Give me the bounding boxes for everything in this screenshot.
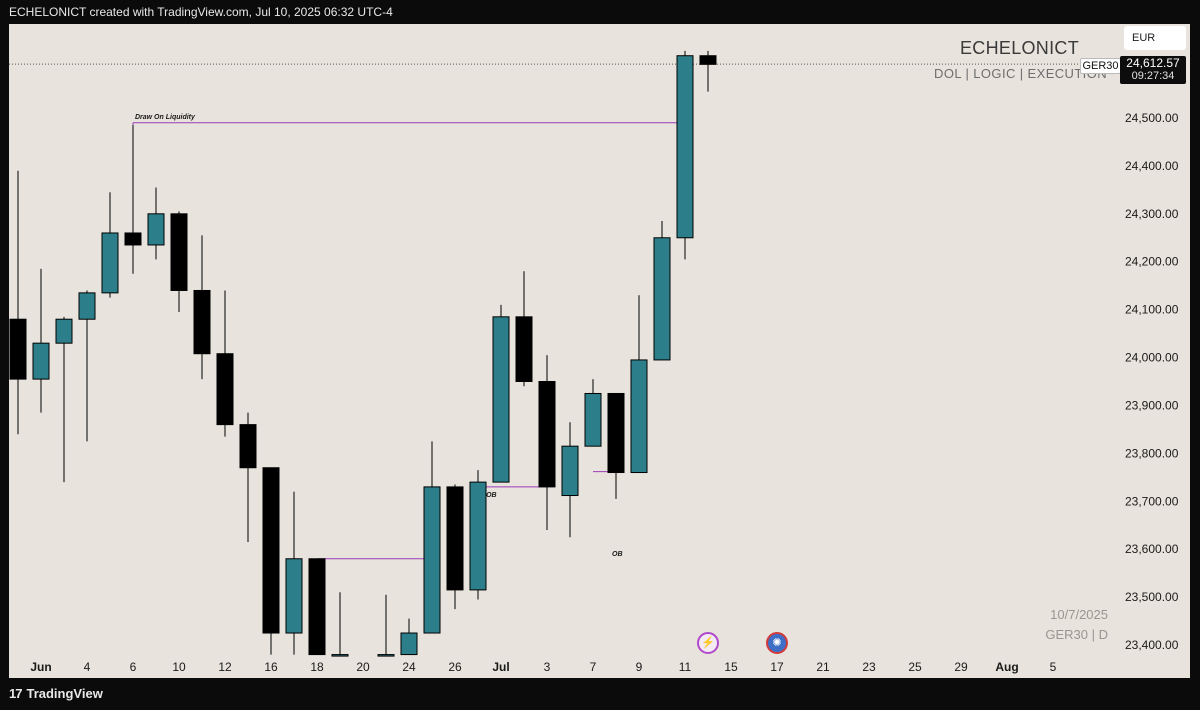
annotation-label: OB [612, 551, 623, 558]
y-tick-label: 23,400.00 [1125, 638, 1179, 652]
x-tick-label: 12 [218, 660, 232, 674]
candle-body [423, 486, 441, 634]
candle-body [170, 213, 188, 291]
symbol-tag: GER30 [1080, 58, 1121, 74]
annotation-label: +OB [482, 492, 497, 499]
candle-body [377, 654, 395, 657]
x-tick-label: 20 [356, 660, 370, 674]
x-tick-label: 24 [402, 660, 416, 674]
x-tick-label: 16 [264, 660, 278, 674]
candle-body [515, 316, 533, 382]
x-tick-label: 11 [679, 660, 692, 674]
candle-body [147, 213, 165, 246]
y-tick-label: 24,500.00 [1125, 111, 1179, 125]
candle-body [676, 55, 694, 239]
annotation-label: Draw On Liquidity [135, 114, 196, 121]
candle-body [55, 318, 73, 344]
x-tick-label: 17 [770, 660, 784, 674]
y-tick-label: 24,100.00 [1125, 303, 1179, 317]
candle-body [239, 424, 257, 469]
candle-body [331, 654, 349, 657]
candle-body [32, 342, 50, 380]
x-tick-label: 23 [862, 660, 876, 674]
x-tick-label: 29 [954, 660, 968, 674]
tradingview-brand: TradingView [26, 686, 103, 701]
x-tick-label: 15 [724, 660, 738, 674]
candle-body [630, 359, 648, 474]
watermark-date: 10/7/2025 [1050, 607, 1108, 622]
candle-body [285, 558, 303, 634]
candle-body [193, 289, 211, 355]
candle-body [584, 392, 602, 447]
x-tick-label: 21 [816, 660, 830, 674]
candle-body [400, 632, 418, 656]
brand-subtitle: DOL | LOGIC | EXECUTION [934, 66, 1107, 81]
candle-body [492, 316, 510, 483]
x-tick-label: 26 [448, 660, 462, 674]
last-price: 24,612.57 [1126, 56, 1180, 70]
x-tick-label: 7 [590, 660, 597, 674]
chart-area[interactable]: Draw On Liquidity +OB OB 23,400.00 23,500.00… [9, 24, 1190, 678]
y-tick-label: 23,800.00 [1125, 446, 1179, 460]
y-tick-label: 24,300.00 [1125, 207, 1179, 221]
tradingview-logo-icon: 17 [9, 686, 23, 701]
x-tick-label: 6 [130, 660, 137, 674]
y-tick-label: 24,200.00 [1125, 255, 1179, 269]
y-tick-label: 24,000.00 [1125, 351, 1179, 365]
candle-body [9, 318, 27, 380]
x-tick-label: Aug [995, 660, 1018, 674]
candlestick-chart[interactable]: Draw On Liquidity +OB OB 23,400.00 23,500.00… [9, 24, 1190, 678]
lightning-icon[interactable]: ⚡ [697, 632, 719, 654]
currency-selector[interactable]: EUR [1124, 26, 1186, 50]
candle-body [699, 55, 717, 65]
tradingview-footer[interactable]: 17 TradingView [9, 684, 103, 704]
candle-body [469, 481, 487, 591]
x-tick-label: 4 [84, 660, 91, 674]
y-tick-label: 23,600.00 [1125, 542, 1179, 556]
last-price-tag: 24,612.57 09:27:34 [1120, 56, 1186, 84]
candle-body [446, 486, 464, 591]
candle-body [538, 381, 556, 488]
candle-body [308, 558, 326, 656]
candle-body [561, 445, 579, 497]
x-tick-label: 10 [172, 660, 186, 674]
x-tick-label: 25 [908, 660, 922, 674]
candle-body [607, 392, 625, 474]
x-tick-label: 18 [310, 660, 324, 674]
y-tick-label: 23,700.00 [1125, 494, 1179, 508]
candle-body [101, 232, 119, 294]
x-tick-label: Jul [492, 660, 509, 674]
x-tick-label: 5 [1050, 660, 1057, 674]
candle-body [216, 353, 234, 426]
globe-icon[interactable]: ✺ [766, 632, 788, 654]
y-tick-label: 23,900.00 [1125, 398, 1179, 412]
candle-body [78, 292, 96, 320]
chart-caption: ECHELONICT created with TradingView.com,… [9, 5, 393, 19]
x-tick-label: 9 [636, 660, 643, 674]
candle-body [124, 232, 142, 246]
watermark-symbol: GER30 | D [1045, 627, 1108, 642]
x-tick-label: Jun [30, 660, 51, 674]
brand-title: ECHELONICT [959, 38, 1079, 58]
candle-body [262, 467, 280, 634]
y-tick-label: 24,400.00 [1125, 159, 1179, 173]
bar-countdown: 09:27:34 [1131, 70, 1175, 82]
candle-body [653, 237, 671, 361]
x-tick-label: 3 [544, 660, 551, 674]
y-tick-label: 23,500.00 [1125, 590, 1179, 604]
